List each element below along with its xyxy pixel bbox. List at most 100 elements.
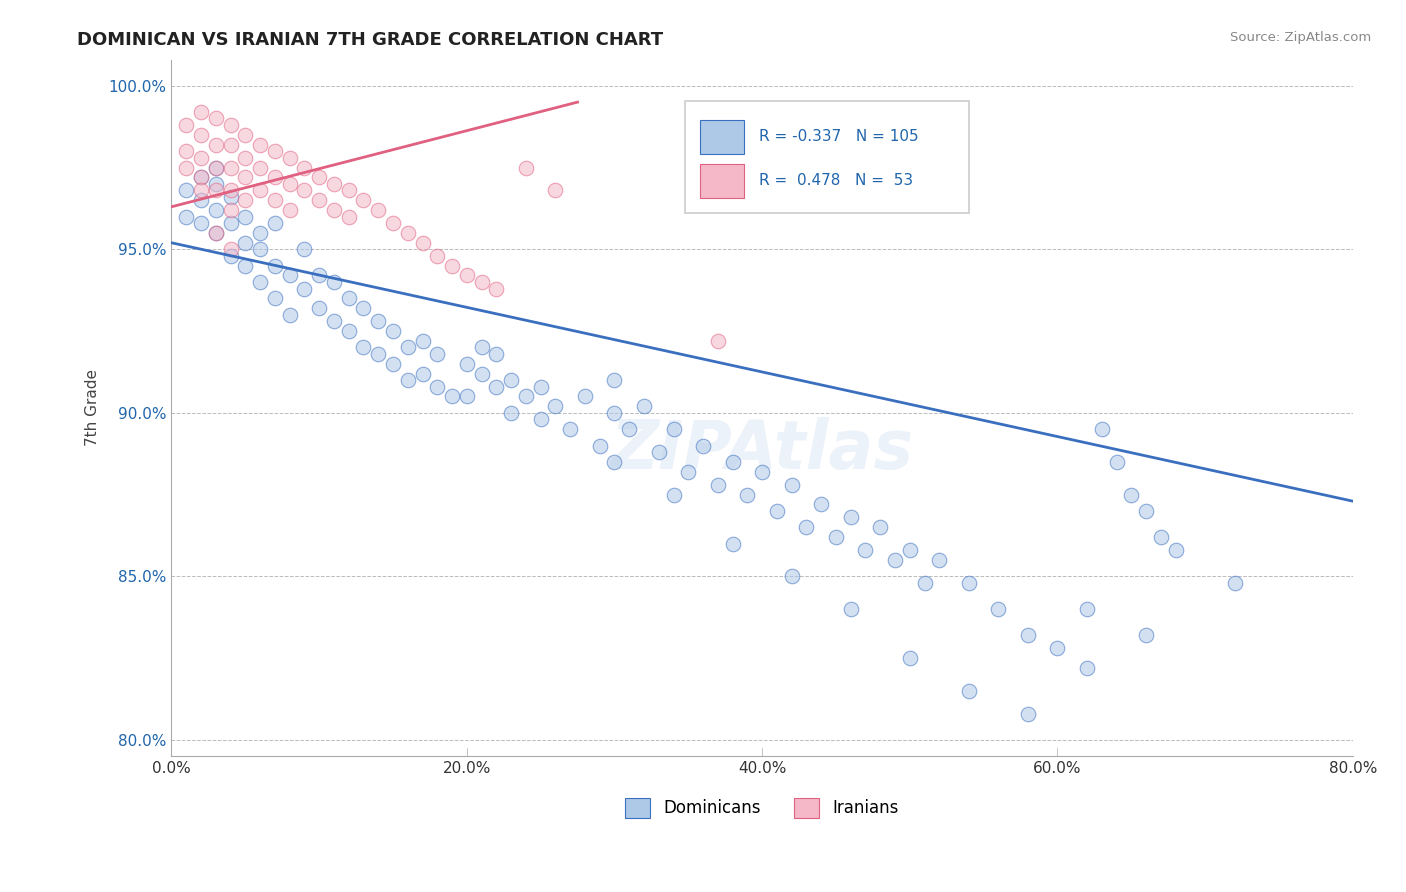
Point [780, 569, 803, 583]
Point [233, 151, 256, 165]
Point [957, 683, 980, 698]
Point [190, 104, 212, 119]
Point [485, 281, 508, 295]
Point [249, 183, 271, 197]
Point [396, 340, 419, 354]
Point [574, 389, 596, 403]
Point [678, 465, 700, 479]
Point [219, 249, 242, 263]
Point [810, 497, 832, 511]
Point [1076, 661, 1098, 675]
Point [190, 170, 212, 185]
Point [737, 487, 759, 501]
Point [412, 367, 434, 381]
Point [382, 324, 405, 338]
Point [190, 170, 212, 185]
Point [308, 301, 330, 315]
Point [515, 389, 537, 403]
Point [278, 202, 301, 217]
Point [603, 373, 626, 387]
Point [1017, 706, 1039, 721]
Point [204, 183, 226, 197]
Point [263, 216, 285, 230]
Point [337, 210, 360, 224]
Text: Source: ZipAtlas.com: Source: ZipAtlas.com [1230, 31, 1371, 45]
Point [278, 308, 301, 322]
Point [1164, 543, 1187, 558]
Point [219, 137, 242, 152]
Point [603, 406, 626, 420]
Point [367, 347, 389, 361]
Point [233, 193, 256, 207]
Point [456, 268, 478, 283]
Point [219, 118, 242, 132]
Point [530, 379, 553, 393]
Point [914, 575, 936, 590]
Point [501, 406, 523, 420]
Point [367, 202, 389, 217]
Point [233, 170, 256, 185]
Point [1017, 628, 1039, 642]
Point [278, 151, 301, 165]
Point [1135, 504, 1157, 518]
Point [456, 357, 478, 371]
Point [869, 520, 891, 534]
Point [263, 259, 285, 273]
Point [825, 530, 848, 544]
Point [322, 275, 344, 289]
Point [337, 324, 360, 338]
Point [766, 504, 789, 518]
Point [751, 465, 773, 479]
Point [471, 340, 494, 354]
Text: ZIPAtlas: ZIPAtlas [610, 417, 914, 483]
Point [308, 193, 330, 207]
Point [662, 487, 685, 501]
Point [471, 367, 494, 381]
Point [987, 602, 1010, 616]
Point [1121, 487, 1143, 501]
Point [721, 536, 744, 550]
Point [219, 161, 242, 175]
Point [485, 347, 508, 361]
Point [249, 242, 271, 256]
FancyBboxPatch shape [685, 102, 969, 213]
Point [589, 438, 612, 452]
Point [322, 202, 344, 217]
Point [190, 183, 212, 197]
Point [263, 291, 285, 305]
Point [515, 161, 537, 175]
Point [278, 177, 301, 191]
Point [219, 242, 242, 256]
Point [855, 543, 877, 558]
Point [233, 235, 256, 250]
Point [292, 161, 315, 175]
Point [292, 183, 315, 197]
Point [633, 399, 655, 413]
Point [603, 455, 626, 469]
Point [204, 161, 226, 175]
Y-axis label: 7th Grade: 7th Grade [86, 369, 100, 446]
Point [352, 301, 374, 315]
Point [396, 226, 419, 240]
Point [204, 226, 226, 240]
Point [382, 216, 405, 230]
Point [352, 193, 374, 207]
Point [839, 602, 862, 616]
Point [1046, 641, 1069, 656]
Point [352, 340, 374, 354]
Point [249, 275, 271, 289]
Point [219, 190, 242, 204]
Text: DOMINICAN VS IRANIAN 7TH GRADE CORRELATION CHART: DOMINICAN VS IRANIAN 7TH GRADE CORRELATI… [77, 31, 664, 49]
Point [501, 373, 523, 387]
Point [263, 144, 285, 158]
Point [1091, 422, 1114, 436]
Point [204, 177, 226, 191]
Point [707, 334, 730, 348]
Point [249, 226, 271, 240]
Point [957, 575, 980, 590]
Point [204, 137, 226, 152]
Point [884, 553, 907, 567]
Bar [700, 164, 744, 197]
Point [692, 438, 714, 452]
Bar [700, 120, 744, 153]
